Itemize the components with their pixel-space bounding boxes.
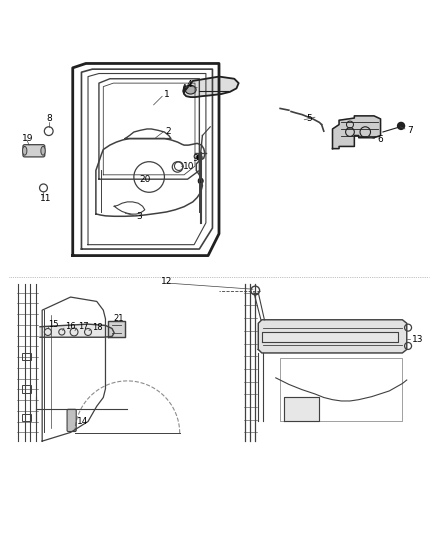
Text: 20: 20: [140, 175, 151, 184]
Polygon shape: [285, 398, 319, 422]
Text: 5: 5: [306, 115, 312, 124]
Text: 17: 17: [78, 322, 89, 331]
Text: 16: 16: [65, 322, 76, 331]
Text: 4: 4: [186, 80, 192, 89]
Ellipse shape: [41, 147, 45, 155]
Ellipse shape: [22, 147, 27, 155]
Circle shape: [198, 179, 203, 183]
FancyBboxPatch shape: [67, 409, 76, 432]
Ellipse shape: [185, 85, 196, 94]
Text: 18: 18: [92, 323, 103, 332]
Text: 8: 8: [46, 115, 52, 124]
Text: 12: 12: [161, 277, 173, 286]
Text: 15: 15: [48, 320, 58, 329]
Text: 14: 14: [77, 417, 88, 426]
Circle shape: [398, 123, 405, 130]
Text: 3: 3: [136, 212, 142, 221]
Text: 10: 10: [183, 163, 195, 172]
Text: 13: 13: [412, 335, 424, 344]
Text: 19: 19: [21, 134, 33, 143]
Polygon shape: [40, 324, 114, 337]
Polygon shape: [262, 332, 398, 342]
Circle shape: [198, 179, 203, 183]
Text: 9: 9: [192, 154, 198, 163]
Text: 1: 1: [164, 91, 170, 100]
Polygon shape: [332, 116, 381, 149]
Text: 2: 2: [166, 127, 171, 136]
Text: 11: 11: [40, 195, 52, 203]
Text: 21: 21: [113, 313, 124, 322]
Text: 7: 7: [407, 126, 413, 135]
Polygon shape: [258, 320, 407, 353]
FancyBboxPatch shape: [23, 144, 45, 157]
Text: 6: 6: [377, 135, 383, 144]
Polygon shape: [183, 77, 239, 97]
Circle shape: [197, 155, 202, 160]
Polygon shape: [108, 321, 125, 337]
